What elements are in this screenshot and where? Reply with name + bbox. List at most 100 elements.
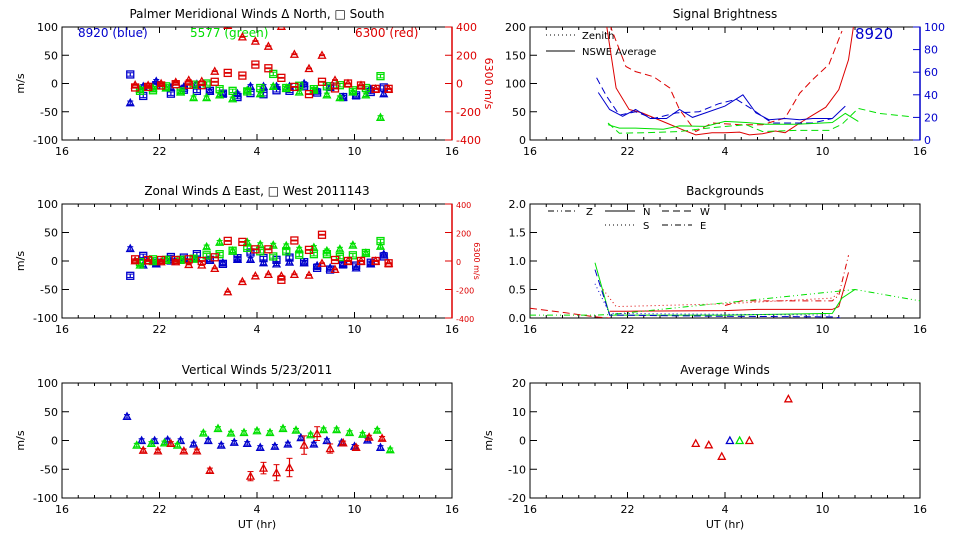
y2-tick-label: 80 — [924, 44, 938, 57]
data-point-triangle — [210, 66, 220, 75]
data-point-triangle — [361, 89, 371, 99]
plot-frame — [529, 382, 921, 499]
y-axis-label: m/s — [14, 73, 27, 93]
data-point-triangle — [281, 240, 291, 250]
data-point-square — [290, 236, 299, 245]
x-tick-label: 4 — [722, 145, 729, 158]
data-point-square — [238, 237, 247, 247]
y-tick-label: 100 — [37, 198, 58, 211]
data-point-triangle — [189, 439, 199, 448]
data-point-square — [130, 83, 140, 92]
plot-frame — [529, 26, 921, 141]
y2-tick-label: 0 — [456, 258, 461, 267]
data-point-triangle — [375, 241, 386, 250]
y-tick-label: 150 — [505, 49, 526, 62]
data-point-triangle — [138, 445, 148, 454]
data-point-triangle — [268, 81, 278, 90]
data-point-square — [256, 83, 265, 93]
data-point-square — [384, 259, 393, 268]
y2-tick-label: 100 — [924, 21, 945, 34]
x-tick-label: 22 — [621, 503, 635, 516]
data-point-triangle — [372, 425, 382, 434]
y-tick-label: 0 — [51, 255, 58, 268]
data-point-square — [156, 255, 166, 265]
data-point-triangle — [268, 240, 278, 249]
x-tick-label: 16 — [445, 503, 459, 516]
data-point-triangle — [250, 36, 260, 45]
y2-tick-label: 400 — [456, 201, 471, 210]
data-point-square — [371, 256, 380, 266]
data-point-square — [343, 79, 353, 88]
data-point-square — [223, 236, 232, 246]
data-point-triangle — [239, 427, 249, 437]
series-line-5577-nswe — [607, 112, 859, 130]
x-axis-label: UT (hr) — [238, 518, 276, 531]
y-tick-label: 1.5 — [509, 227, 527, 240]
data-point-square — [371, 84, 380, 94]
series-line-8920-nswe — [597, 92, 846, 121]
data-point-square — [348, 251, 358, 260]
plot-frame — [61, 203, 453, 319]
y-tick-label: -50 — [40, 284, 58, 297]
y-tick-label: 10 — [512, 406, 526, 419]
data-point-triangle — [271, 467, 282, 477]
data-point-triangle — [156, 256, 166, 266]
panel-meridional: Palmer Meridional Winds Δ North, □ South… — [14, 7, 495, 158]
data-point-triangle — [325, 443, 335, 453]
data-point-square — [218, 259, 228, 269]
data-point-square — [197, 81, 206, 90]
data-point-triangle — [215, 237, 225, 246]
series-line-5577-z — [530, 288, 920, 316]
data-point-square — [366, 258, 375, 267]
y-tick-label: -100 — [33, 134, 58, 147]
data-point-triangle — [276, 270, 286, 280]
data-point-triangle — [294, 87, 304, 96]
x-tick-label: 22 — [153, 323, 167, 336]
data-point-triangle — [309, 439, 319, 448]
data-point-square — [184, 255, 193, 264]
y2-tick-label: 60 — [924, 66, 938, 79]
data-point-square — [126, 70, 135, 79]
x-tick-label: 16 — [55, 323, 69, 336]
y-tick-label: 100 — [37, 377, 58, 390]
data-point-triangle — [312, 428, 322, 438]
data-point-triangle — [159, 437, 169, 447]
data-point-triangle — [216, 440, 226, 449]
data-point-square — [299, 82, 309, 91]
data-point-triangle — [213, 423, 223, 433]
x-tick-label: 10 — [816, 323, 830, 336]
panel-title: Zonal Winds Δ East, □ West 2011143 — [144, 184, 369, 198]
data-point-triangle — [210, 263, 220, 273]
series-group — [596, 27, 912, 136]
data-point-triangle — [744, 435, 754, 445]
data-point-triangle — [283, 439, 293, 448]
data-point-square — [238, 71, 247, 80]
data-point-triangle — [306, 429, 316, 439]
plot-frame — [61, 382, 453, 499]
x-tick-label: 16 — [55, 503, 69, 516]
y-tick-label: 0 — [51, 435, 58, 448]
data-point-triangle — [278, 423, 288, 433]
x-tick-label: 10 — [348, 145, 362, 158]
data-point-triangle — [125, 243, 135, 253]
data-point-triangle — [725, 435, 735, 445]
series-line-5577-n — [594, 262, 856, 316]
data-point-triangle — [258, 257, 269, 267]
data-point-square — [223, 68, 232, 78]
data-point-triangle — [717, 451, 727, 460]
data-point-square — [376, 236, 385, 246]
data-point-triangle — [735, 435, 745, 445]
data-point-triangle — [322, 435, 332, 445]
y-tick-label: 0.0 — [509, 312, 527, 325]
data-point-square — [171, 255, 180, 265]
data-point-triangle — [299, 440, 309, 449]
data-point-triangle — [375, 112, 386, 122]
data-point-square — [384, 84, 393, 94]
y2-tick-label: 0 — [456, 78, 463, 91]
data-point-triangle — [691, 438, 701, 448]
data-point-triangle — [294, 244, 304, 253]
x-tick-label: 16 — [445, 145, 459, 158]
data-point-square — [330, 84, 340, 93]
data-point-triangle — [317, 258, 327, 267]
